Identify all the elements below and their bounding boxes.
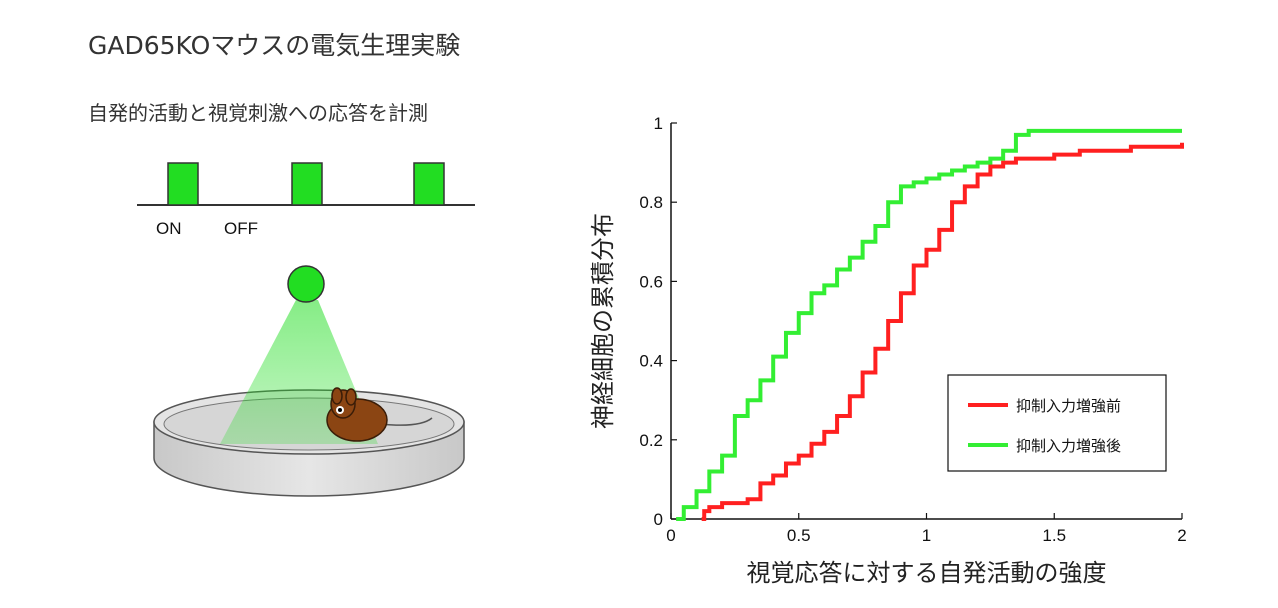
y-tick-label: 0.4 <box>639 352 663 371</box>
series-line <box>676 128 1182 521</box>
legend-box <box>947 374 1167 472</box>
y-tick-label: 0 <box>654 510 663 529</box>
y-axis-label: 神経細胞の累積分布 <box>590 213 617 429</box>
y-tick-label: 0.6 <box>639 272 663 291</box>
legend-label: 抑制入力増強後 <box>1016 438 1121 455</box>
chart-axes: 0 0.5 1 1.5 2 0 0.2 0.4 0.6 0.8 1 <box>639 114 1186 545</box>
stimulus-pulse <box>167 162 199 206</box>
page-title: GAD65KOマウスの電気生理実験 <box>88 31 461 60</box>
x-tick-label: 1.5 <box>1042 526 1066 545</box>
page-subtitle: 自発的活動と視覚刺激への応答を計測 <box>88 101 428 125</box>
x-axis-label: 視覚応答に対する自発活動の強度 <box>747 560 1107 587</box>
series-line <box>701 142 1184 521</box>
stimulus-pulse <box>413 162 445 206</box>
x-tick-label: 1 <box>922 526 931 545</box>
stimulus-pulse <box>291 162 323 206</box>
x-tick-label: 0 <box>666 526 675 545</box>
mouse-figure <box>326 387 433 442</box>
legend-label: 抑制入力増強前 <box>1016 398 1121 415</box>
off-label: OFF <box>224 219 258 238</box>
y-tick-label: 1 <box>654 114 663 133</box>
x-tick-label: 0.5 <box>787 526 811 545</box>
chart-series <box>676 128 1184 521</box>
light-source <box>287 265 325 303</box>
y-tick-label: 0.2 <box>639 431 663 450</box>
experiment-illustration <box>137 162 475 497</box>
x-tick-label: 2 <box>1177 526 1186 545</box>
y-tick-label: 0.8 <box>639 193 663 212</box>
on-label: ON <box>156 219 182 238</box>
